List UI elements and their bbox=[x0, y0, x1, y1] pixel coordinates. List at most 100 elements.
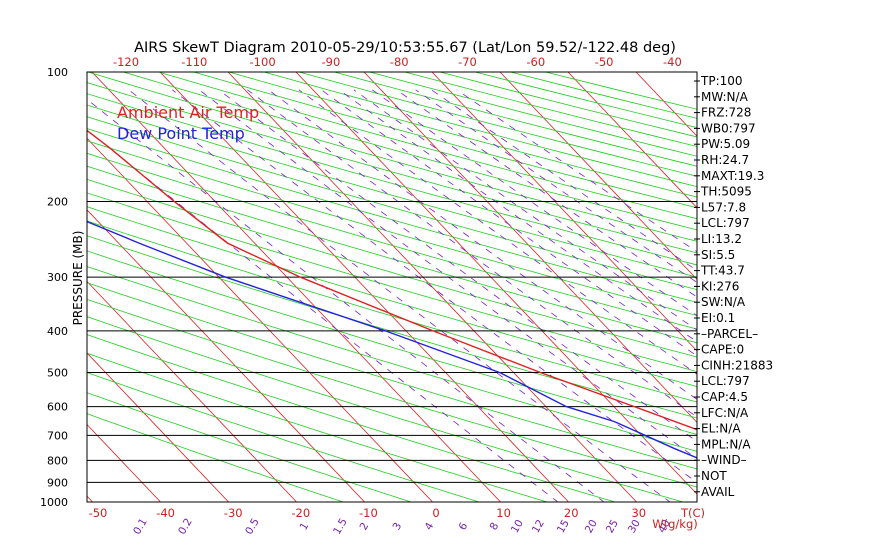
dry-adiabat-line bbox=[263, 72, 697, 188]
index-entry: EL:N/A bbox=[701, 422, 741, 436]
index-entry: SI:5.5 bbox=[701, 248, 735, 262]
chart-title: AIRS SkewT Diagram 2010-05-29/10:53:55.6… bbox=[134, 40, 676, 56]
mixing-ratio-line bbox=[321, 89, 697, 357]
dry-adiabat-line bbox=[87, 372, 481, 502]
index-entry: –PARCEL– bbox=[701, 327, 758, 341]
index-entry: PW:5.09 bbox=[701, 137, 750, 151]
index-entry: RH:24.7 bbox=[701, 153, 749, 167]
dry-adiabat-line bbox=[87, 178, 697, 358]
top-temp-tick-label: -40 bbox=[663, 55, 682, 69]
dry-adiabat-line bbox=[87, 104, 697, 278]
dew-point-line bbox=[87, 220, 697, 459]
bottom-temp-tick-label: -30 bbox=[224, 506, 243, 520]
dry-adiabat-line bbox=[87, 266, 697, 452]
mixing-ratio-line bbox=[87, 98, 605, 502]
plot-frame bbox=[86, 71, 698, 503]
legend-ambient-air-temp: Ambient Air Temp bbox=[117, 103, 259, 122]
isotherm-line bbox=[431, 72, 697, 352]
pressure-tick-label: 200 bbox=[47, 195, 68, 208]
pressure-tick-label: 600 bbox=[47, 401, 68, 414]
moist-adiabat-line bbox=[852, 72, 870, 502]
mixing-ratio-line bbox=[456, 89, 697, 253]
ambient-temp-line bbox=[87, 129, 697, 431]
mixing-ratio-label: 25 bbox=[604, 518, 621, 536]
mixing-ratio-label: 0.2 bbox=[176, 516, 195, 536]
mixing-ratio-label: 1 bbox=[298, 521, 312, 533]
index-entry: CINH:21883 bbox=[701, 358, 773, 372]
top-temp-tick-label: -70 bbox=[458, 55, 477, 69]
dry-adiabat-line bbox=[87, 128, 697, 303]
index-entry: LFC:N/A bbox=[701, 406, 749, 420]
bottom-temp-tick-label: -40 bbox=[156, 506, 175, 520]
dry-adiabat-line bbox=[87, 282, 697, 470]
dry-adiabat-line bbox=[404, 72, 697, 147]
mixing-ratio-line bbox=[298, 89, 697, 375]
top-temp-tick-label: -120 bbox=[113, 55, 139, 69]
isotherm-line bbox=[0, 52, 33, 511]
pressure-tick-label: 500 bbox=[47, 367, 68, 380]
pressure-tick-label: 300 bbox=[47, 271, 68, 284]
isotherm-line bbox=[499, 72, 697, 280]
top-temp-tick-label: -90 bbox=[322, 55, 341, 69]
index-entry: MPL:N/A bbox=[701, 437, 751, 451]
mixing-ratio-line bbox=[128, 89, 671, 502]
index-entry: MW:N/A bbox=[701, 90, 749, 104]
moist-adiabat-line bbox=[818, 72, 870, 502]
mixing-ratio-label: 10 bbox=[509, 518, 526, 536]
index-entry: TT:43.7 bbox=[700, 264, 745, 278]
index-entry: AVAIL bbox=[701, 485, 735, 499]
bottom-temp-tick-label: -50 bbox=[89, 506, 108, 520]
index-entry: –WIND– bbox=[701, 453, 747, 467]
index-entry: KI:276 bbox=[701, 279, 739, 293]
bottom-temp-tick-label: 10 bbox=[496, 506, 511, 520]
dry-adiabat-line bbox=[193, 72, 697, 209]
mixing-ratio-line bbox=[198, 89, 697, 460]
mixing-ratio-label: 12 bbox=[530, 518, 547, 536]
pressure-tick-label: 400 bbox=[47, 325, 68, 338]
moist-adiabat-line bbox=[835, 72, 870, 502]
y-axis-label: PRESSURE (MB) bbox=[71, 231, 85, 326]
isotherm-line bbox=[87, 352, 230, 502]
dry-adiabat-line bbox=[334, 72, 697, 167]
mixing-ratio-label: 3 bbox=[391, 521, 405, 533]
legend-dew-point-temp: Dew Point Temp bbox=[117, 124, 245, 143]
isotherm-line bbox=[363, 72, 697, 424]
isotherm-line bbox=[87, 424, 162, 502]
grid-layer bbox=[0, 52, 870, 511]
pressure-tick-label: 800 bbox=[47, 454, 68, 467]
index-entry: TH:5095 bbox=[700, 185, 752, 199]
dry-adiabat-line bbox=[87, 316, 685, 502]
top-temp-tick-label: -50 bbox=[595, 55, 614, 69]
top-temp-tick-label: -80 bbox=[390, 55, 409, 69]
top-temp-tick-label: -110 bbox=[181, 55, 207, 69]
bottom-temp-tick-label: -20 bbox=[291, 506, 310, 520]
isotherm-line bbox=[753, 52, 870, 511]
dry-adiabat-line bbox=[87, 206, 697, 387]
index-entry: EI:0.1 bbox=[701, 311, 735, 325]
dry-adiabat-line bbox=[87, 352, 549, 502]
mixing-ratio-line bbox=[396, 89, 697, 298]
top-temp-tick-label: -100 bbox=[250, 55, 276, 69]
index-entry: NOT bbox=[701, 469, 727, 483]
mixing-ratio-label: 6 bbox=[457, 520, 471, 532]
moist-adiabat-line bbox=[800, 72, 862, 502]
mixing-ratio-label: 15 bbox=[555, 518, 572, 536]
dry-adiabat-line bbox=[87, 250, 697, 435]
mixing-ratio-label: 40 bbox=[656, 518, 673, 536]
dry-adiabat-line bbox=[369, 72, 697, 157]
bottom-temp-tick-label: 20 bbox=[564, 506, 579, 520]
dry-adiabat-line bbox=[87, 192, 697, 373]
dry-adiabat-line bbox=[87, 334, 617, 502]
index-entry: LI:13.2 bbox=[701, 232, 742, 246]
index-entry: MAXT:19.3 bbox=[701, 169, 764, 183]
moist-adiabat-line bbox=[773, 72, 846, 502]
dry-adiabat-line bbox=[87, 413, 345, 502]
mixing-ratio-label: 1.5 bbox=[331, 516, 350, 536]
pressure-tick-label: 1000 bbox=[40, 496, 68, 509]
mixing-ratio-label: 4 bbox=[423, 520, 437, 532]
mixing-ratio-label: 2 bbox=[358, 521, 372, 533]
mixing-ratio-unit: W(g/kg) bbox=[652, 517, 697, 531]
pressure-tick-label: 700 bbox=[47, 429, 68, 442]
